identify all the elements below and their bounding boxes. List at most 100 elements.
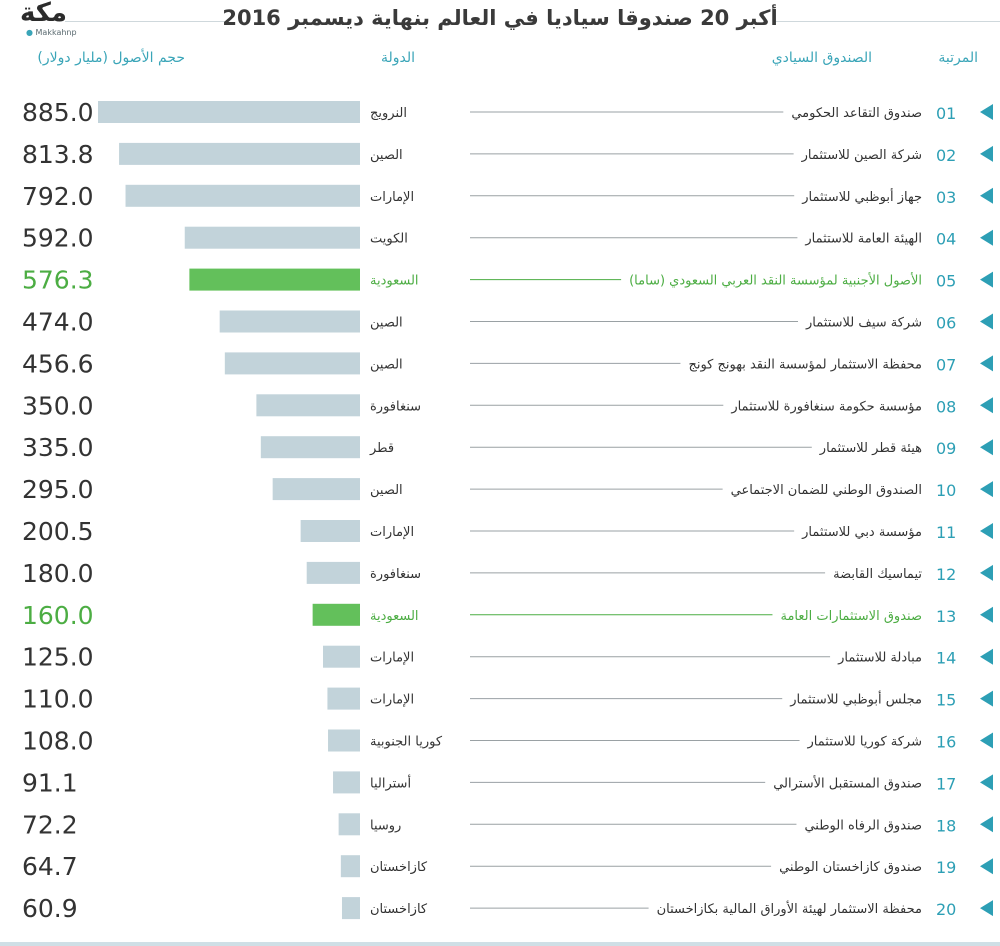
- value-label: 813.8: [22, 140, 94, 169]
- rank-label: 06: [936, 314, 956, 333]
- bar: [333, 771, 360, 794]
- country-label: سنغافورة: [370, 399, 421, 414]
- value-label: 60.9: [22, 894, 78, 923]
- country-label: الإمارات: [370, 190, 414, 205]
- value-label: 110.0: [22, 685, 94, 714]
- row-pointer: [980, 900, 993, 917]
- bar: [224, 352, 360, 375]
- bar: [219, 310, 360, 333]
- country-label: الصين: [370, 148, 403, 163]
- fund-label: صندوق الاستثمارات العامة: [780, 609, 922, 624]
- rank-label: 13: [936, 607, 956, 626]
- rank-label: 07: [936, 355, 956, 374]
- header-assets: حجم الأصول (مليار دولار): [37, 50, 185, 66]
- title-divider-right: [775, 21, 1000, 22]
- value-label: 91.1: [22, 768, 78, 797]
- country-label: السعودية: [370, 609, 419, 624]
- row-pointer: [980, 606, 993, 623]
- twitter-icon: ●: [26, 28, 33, 37]
- header-rank: المرتبة: [938, 50, 978, 66]
- fund-label: شركة سيف للاستثمار: [805, 316, 922, 331]
- bar: [340, 855, 360, 878]
- bar: [322, 645, 360, 668]
- fund-label: صندوق كازاخستان الوطني: [779, 860, 922, 875]
- header-country: الدولة: [380, 50, 415, 66]
- rank-label: 19: [936, 858, 956, 877]
- rank-label: 14: [936, 649, 956, 668]
- country-label: كازاخستان: [370, 902, 428, 917]
- row-pointer: [980, 648, 993, 665]
- row-pointer: [980, 104, 993, 120]
- fund-label: مؤسسة دبي للاستثمار: [801, 525, 922, 540]
- value-label: 335.0: [22, 433, 94, 462]
- row-pointer: [980, 564, 993, 581]
- fund-label: جهاز أبوظبي للاستثمار: [801, 188, 922, 205]
- country-label: الإمارات: [370, 525, 414, 540]
- bar: [341, 897, 360, 920]
- rank-label: 04: [936, 230, 956, 249]
- value-label: 180.0: [22, 559, 94, 588]
- bar: [312, 603, 360, 626]
- fund-label: شركة كوريا للاستثمار: [807, 735, 922, 750]
- rank-label: 08: [936, 397, 956, 416]
- fund-label: الهيئة العامة للاستثمار: [804, 232, 922, 247]
- brand-logo: مكة ● Makkahnp: [20, 0, 77, 38]
- rank-label: 17: [936, 774, 956, 793]
- rank-label: 15: [936, 691, 956, 710]
- value-label: 72.2: [22, 810, 78, 839]
- country-label: الكويت: [370, 232, 408, 247]
- bar: [184, 226, 360, 249]
- country-label: كوريا الجنوبية: [370, 735, 443, 750]
- row-pointer: [980, 690, 993, 707]
- bar: [328, 729, 360, 752]
- value-label: 885.0: [22, 98, 94, 127]
- country-label: روسيا: [370, 818, 401, 833]
- bar: [306, 561, 360, 584]
- value-label: 474.0: [22, 308, 94, 337]
- rank-label: 01: [936, 104, 956, 123]
- logo-subtitle: ● Makkahnp: [26, 28, 77, 37]
- row-pointer: [980, 355, 993, 372]
- logo-handle: Makkahnp: [35, 28, 77, 37]
- bar: [327, 687, 360, 710]
- value-label: 125.0: [22, 643, 94, 672]
- bar: [300, 520, 360, 542]
- row-pointer: [980, 271, 993, 288]
- bar: [125, 184, 361, 207]
- row-pointer: [980, 229, 993, 246]
- fund-label: مبادلة للاستثمار: [837, 651, 922, 666]
- fund-label: مؤسسة حكومة سنغافورة للاستثمار: [730, 399, 922, 414]
- fund-label: الأصول الأجنبية لمؤسسة النقد العربي السع…: [629, 272, 922, 289]
- rank-label: 11: [936, 523, 956, 542]
- country-label: الإمارات: [370, 693, 414, 708]
- fund-label: مجلس أبوظبي للاستثمار: [789, 691, 922, 708]
- bar: [98, 101, 360, 123]
- country-label: النرويج: [370, 106, 407, 121]
- country-label: الصين: [370, 316, 403, 331]
- bar: [338, 813, 360, 836]
- rank-label: 09: [936, 439, 956, 458]
- country-label: سنغافورة: [370, 567, 421, 582]
- country-label: كازاخستان: [370, 860, 428, 875]
- value-label: 592.0: [22, 224, 94, 253]
- rank-label: 18: [936, 816, 956, 835]
- row-pointer: [980, 732, 993, 749]
- fund-label: محفظة الاستثمار لمؤسسة النقد بهونج كونج: [688, 357, 922, 372]
- value-label: 576.3: [22, 266, 94, 295]
- row-pointer: [980, 145, 993, 162]
- rank-label: 12: [936, 565, 956, 584]
- row-pointer: [980, 313, 993, 330]
- value-label: 792.0: [22, 182, 94, 211]
- rank-label: 20: [936, 900, 956, 919]
- fund-label: صندوق التقاعد الحكومي: [791, 106, 922, 121]
- rank-label: 03: [936, 188, 956, 207]
- header-fund: الصندوق السيادي: [771, 50, 872, 66]
- row-pointer: [980, 481, 993, 498]
- rank-label: 05: [936, 272, 956, 291]
- value-label: 456.6: [22, 349, 94, 378]
- chart-title: أكبر 20 صندوقا سياديا في العالم بنهاية د…: [222, 6, 778, 30]
- bar: [119, 142, 360, 165]
- fund-label: هيئة قطر للاستثمار: [819, 441, 922, 456]
- rank-label: 10: [936, 481, 956, 500]
